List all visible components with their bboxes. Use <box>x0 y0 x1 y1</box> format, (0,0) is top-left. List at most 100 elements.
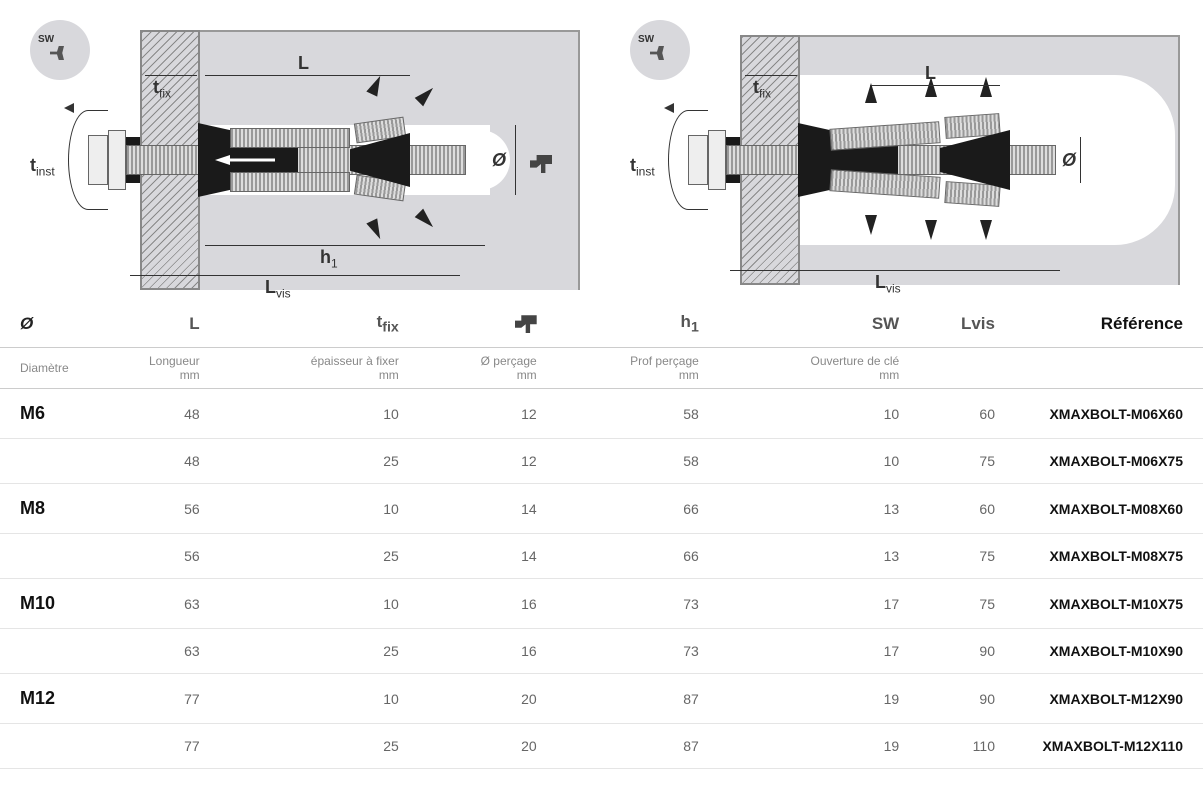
sleeve-top-1 <box>230 128 350 148</box>
cell-o: M10 <box>0 579 80 629</box>
dim-tfix <box>145 75 197 76</box>
cell-h1: 73 <box>545 579 707 629</box>
diagrams-row: SW tfix <box>0 0 1203 300</box>
label-tinst: tinst <box>630 155 655 179</box>
cell-L: 77 <box>80 724 208 769</box>
col-drill <box>407 300 545 348</box>
cell-Lvis: 60 <box>907 484 1003 534</box>
cell-h1: 58 <box>545 439 707 484</box>
cell-L: 56 <box>80 484 208 534</box>
subheader-row: Diamètre Longueurmm épaisseur à fixermm … <box>0 348 1203 389</box>
expand-arrow <box>865 215 877 235</box>
cell-o <box>0 534 80 579</box>
rotation-arrowhead <box>664 103 674 113</box>
cell-o <box>0 724 80 769</box>
cell-drill: 16 <box>407 629 545 674</box>
dim-L <box>205 75 410 76</box>
bolt-washer <box>108 130 126 190</box>
cell-L: 48 <box>80 439 208 484</box>
diagram-hollow: SW tfix L Lvis Ø t <box>620 15 1180 290</box>
dim-tfix <box>745 75 797 76</box>
cell-ref: XMAXBOLT-M10X90 <box>1003 629 1203 674</box>
sw-badge-label: SW <box>38 34 54 45</box>
cell-L: 48 <box>80 389 208 439</box>
cell-drill: 20 <box>407 724 545 769</box>
cell-tfix: 25 <box>208 534 407 579</box>
sub-tfix: épaisseur à fixermm <box>208 348 407 389</box>
dim-o <box>515 125 516 195</box>
sub-lvis <box>907 348 1003 389</box>
table-row: M12771020871990XMAXBOLT-M12X90 <box>0 674 1203 724</box>
cell-L: 63 <box>80 579 208 629</box>
cell-Lvis: 90 <box>907 674 1003 724</box>
cell-L: 77 <box>80 674 208 724</box>
cell-Lvis: 110 <box>907 724 1003 769</box>
col-diameter: Ø <box>0 300 80 348</box>
cell-h1: 58 <box>545 389 707 439</box>
col-sw: SW <box>707 300 907 348</box>
label-lvis: Lvis <box>875 272 901 296</box>
cell-drill: 20 <box>407 674 545 724</box>
expand-arrow <box>980 220 992 240</box>
cell-Lvis: 75 <box>907 439 1003 484</box>
label-L: L <box>925 63 936 84</box>
sleeve-bot-1 <box>230 172 350 192</box>
table-row: 482512581075XMAXBOLT-M06X75 <box>0 439 1203 484</box>
cell-Lvis: 90 <box>907 629 1003 674</box>
label-lvis: Lvis <box>265 277 291 301</box>
sub-diameter: Diamètre <box>0 348 80 389</box>
label-tinst: tinst <box>30 155 55 179</box>
sub-drill: Ø perçagemm <box>407 348 545 389</box>
col-lvis: Lvis <box>907 300 1003 348</box>
cell-tfix: 10 <box>208 389 407 439</box>
cell-tfix: 10 <box>208 579 407 629</box>
expand-arrow <box>865 83 877 103</box>
cell-L: 63 <box>80 629 208 674</box>
cell-ref: XMAXBOLT-M12X110 <box>1003 724 1203 769</box>
label-h1: h1 <box>320 247 338 271</box>
sub-L: Longueurmm <box>80 348 208 389</box>
cell-tfix: 10 <box>208 484 407 534</box>
cell-drill: 14 <box>407 484 545 534</box>
cell-tfix: 25 <box>208 439 407 484</box>
cell-h1: 66 <box>545 484 707 534</box>
sw-badge: SW <box>30 20 90 80</box>
label-diameter: Ø <box>492 150 506 171</box>
table-row: 562514661375XMAXBOLT-M08X75 <box>0 534 1203 579</box>
cell-ref: XMAXBOLT-M10X75 <box>1003 579 1203 629</box>
cell-drill: 12 <box>407 389 545 439</box>
label-tfix: tfix <box>153 77 171 101</box>
cell-ref: XMAXBOLT-M08X75 <box>1003 534 1203 579</box>
cell-o: M6 <box>0 389 80 439</box>
dim-L <box>870 85 1000 86</box>
sw-badge-label: SW <box>638 34 654 45</box>
cell-tfix: 25 <box>208 724 407 769</box>
rotation-arc <box>68 110 108 210</box>
wrench-icon <box>50 46 85 60</box>
sub-h1: Prof perçagemm <box>545 348 707 389</box>
cell-ref: XMAXBOLT-M08X60 <box>1003 484 1203 534</box>
cell-SW: 17 <box>707 579 907 629</box>
label-tfix: tfix <box>753 77 771 101</box>
table-row: 7725208719110XMAXBOLT-M12X110 <box>0 724 1203 769</box>
cell-Lvis: 75 <box>907 579 1003 629</box>
cell-h1: 66 <box>545 534 707 579</box>
cell-ref: XMAXBOLT-M06X60 <box>1003 389 1203 439</box>
spec-table: Ø L tfix h1 SW Lvis Référence Diamètre L… <box>0 300 1203 769</box>
rotation-arrowhead <box>64 103 74 113</box>
dim-lvis <box>730 270 1060 271</box>
cell-o <box>0 629 80 674</box>
cell-h1: 73 <box>545 629 707 674</box>
cell-tfix: 10 <box>208 674 407 724</box>
label-L: L <box>298 53 309 74</box>
cell-SW: 13 <box>707 534 907 579</box>
table-row: M6481012581060XMAXBOLT-M06X60 <box>0 389 1203 439</box>
table-body: M6481012581060XMAXBOLT-M06X6048251258107… <box>0 389 1203 769</box>
table-row: M8561014661360XMAXBOLT-M08X60 <box>0 484 1203 534</box>
dim-lvis <box>130 275 460 276</box>
bolt-washer <box>708 130 726 190</box>
label-diameter: Ø <box>1062 150 1076 171</box>
dim-h1 <box>205 245 485 246</box>
col-h1: h1 <box>545 300 707 348</box>
cell-o: M12 <box>0 674 80 724</box>
